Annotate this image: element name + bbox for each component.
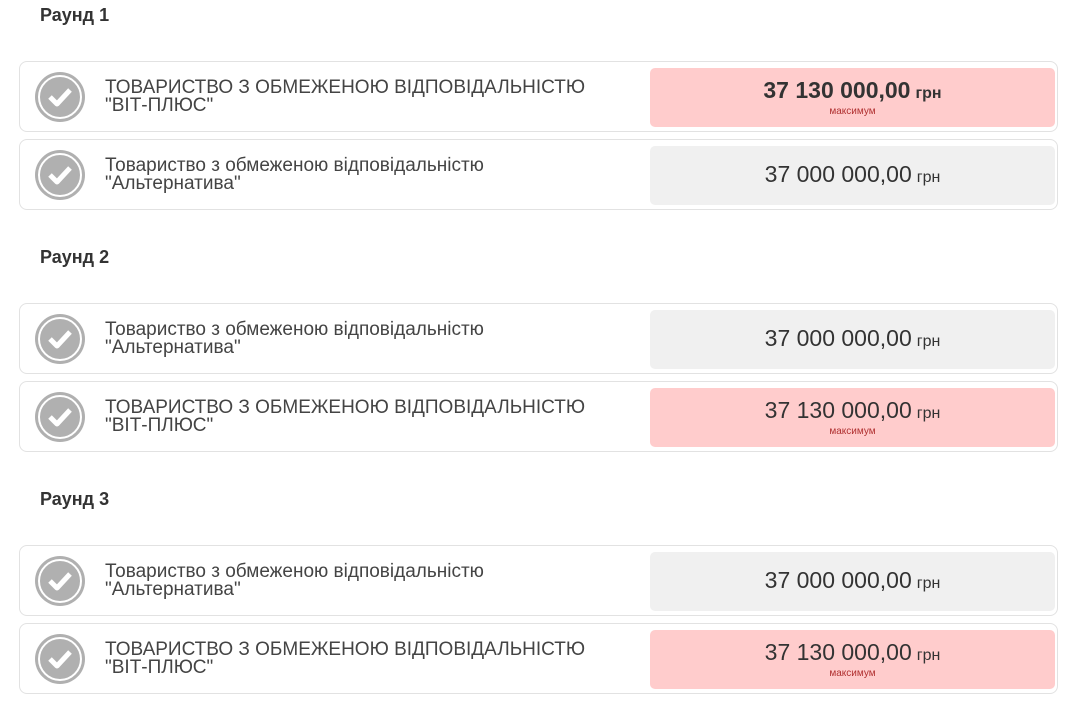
bidder-name-line: "Альтернатива": [105, 173, 241, 194]
max-bid-amount: 37 130 000,00 грн максимум: [650, 68, 1055, 127]
bidder-name: Товариство з обмеженою відповідальністю …: [105, 319, 645, 358]
check-circle-icon: [35, 392, 85, 442]
currency: грн: [916, 169, 941, 186]
bidder-name-line: "ВІТ-ПЛЮС": [105, 415, 214, 436]
bid-amount: 37 000 000,00 грн: [650, 146, 1055, 205]
currency: грн: [916, 647, 941, 664]
bidder-name-line: ТОВАРИСТВО З ОБМЕЖЕНОЮ ВІДПОВІДАЛЬНІСТЮ: [105, 639, 586, 660]
currency: грн: [915, 85, 942, 102]
bidder-name: ТОВАРИСТВО З ОБМЕЖЕНОЮ ВІДПОВІДАЛЬНІСТЮ …: [105, 397, 645, 436]
bidder-name: ТОВАРИСТВО З ОБМЕЖЕНОЮ ВІДПОВІДАЛЬНІСТЮ …: [105, 77, 645, 116]
amount-value: 37 130 000,00: [764, 639, 912, 665]
round-title: Раунд 2: [40, 247, 110, 267]
bidder-name-line: Товариство з обмеженою відповідальністю: [105, 319, 484, 340]
bidder-name-line: ТОВАРИСТВО З ОБМЕЖЕНОЮ ВІДПОВІДАЛЬНІСТЮ: [105, 397, 586, 418]
amount-value: 37 130 000,00: [763, 77, 911, 103]
bid-row: Товариство з обмеженою відповідальністю …: [19, 139, 1058, 210]
bid-row: Товариство з обмеженою відповідальністю …: [19, 303, 1058, 374]
currency: грн: [916, 575, 941, 592]
amount-value: 37 000 000,00: [764, 161, 912, 187]
round-title: Раунд 1: [40, 5, 110, 25]
bidder-name-line: "ВІТ-ПЛЮС": [105, 95, 214, 116]
bidder-name: Товариство з обмеженою відповідальністю …: [105, 155, 645, 194]
bidder-name: Товариство з обмеженою відповідальністю …: [105, 561, 645, 600]
bidder-name-line: ТОВАРИСТВО З ОБМЕЖЕНОЮ ВІДПОВІДАЛЬНІСТЮ: [105, 77, 586, 98]
check-circle-icon: [35, 150, 85, 200]
bid-row: ТОВАРИСТВО З ОБМЕЖЕНОЮ ВІДПОВІДАЛЬНІСТЮ …: [19, 381, 1058, 452]
check-circle-icon: [35, 72, 85, 122]
max-bid-amount: 37 130 000,00 грн максимум: [650, 388, 1055, 447]
bid-row: ТОВАРИСТВО З ОБМЕЖЕНОЮ ВІДПОВІДАЛЬНІСТЮ …: [19, 61, 1058, 132]
bidder-name-line: "Альтернатива": [105, 337, 241, 358]
max-label: максимум: [829, 106, 876, 117]
currency: грн: [916, 405, 941, 422]
check-circle-icon: [35, 314, 85, 364]
amount-value: 37 130 000,00: [764, 397, 912, 423]
currency: грн: [916, 333, 941, 350]
bid-amount: 37 000 000,00 грн: [650, 552, 1055, 611]
bid-row: ТОВАРИСТВО З ОБМЕЖЕНОЮ ВІДПОВІДАЛЬНІСТЮ …: [19, 623, 1058, 694]
check-circle-icon: [35, 556, 85, 606]
bidder-name: ТОВАРИСТВО З ОБМЕЖЕНОЮ ВІДПОВІДАЛЬНІСТЮ …: [105, 639, 645, 678]
amount-value: 37 000 000,00: [764, 325, 912, 351]
bidder-name-line: Товариство з обмеженою відповідальністю: [105, 155, 484, 176]
round-title: Раунд 3: [40, 489, 110, 509]
max-label: максимум: [829, 668, 876, 679]
max-label: максимум: [829, 426, 876, 437]
max-bid-amount: 37 130 000,00 грн максимум: [650, 630, 1055, 689]
bidder-name-line: "Альтернатива": [105, 579, 241, 600]
bidder-name-line: Товариство з обмеженою відповідальністю: [105, 561, 484, 582]
amount-value: 37 000 000,00: [764, 567, 912, 593]
bid-amount: 37 000 000,00 грн: [650, 310, 1055, 369]
bidder-name-line: "ВІТ-ПЛЮС": [105, 657, 214, 678]
check-circle-icon: [35, 634, 85, 684]
bid-row: Товариство з обмеженою відповідальністю …: [19, 545, 1058, 616]
